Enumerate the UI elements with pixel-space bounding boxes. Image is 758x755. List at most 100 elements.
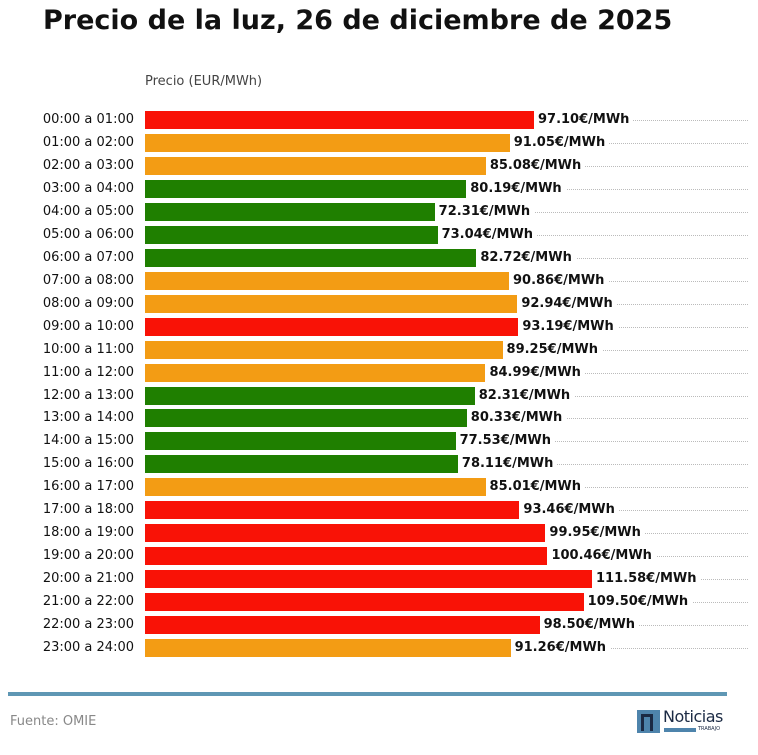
bar-row: 09:00 a 10:00 93.19€/MWh	[0, 317, 758, 336]
bar-row: 11:00 a 12:00 84.99€/MWh	[0, 363, 758, 382]
value-label: 72.31€/MWh	[434, 202, 535, 221]
logo-subtext: TRABAJO	[698, 726, 721, 732]
bar	[145, 294, 518, 313]
category-label: 15:00 a 16:00	[42, 456, 134, 472]
category-label: 13:00 a 14:00	[42, 410, 134, 426]
category-label: 23:00 a 24:00	[42, 640, 134, 656]
noticias-trabajo-logo: Noticias TRABAJO	[637, 707, 729, 735]
value-label: 97.10€/MWh	[533, 111, 634, 129]
bar	[145, 111, 534, 129]
value-label: 91.05€/MWh	[509, 133, 610, 152]
category-label: 12:00 a 13:00	[42, 387, 134, 403]
chart-title: Precio de la luz, 26 de diciembre de 202…	[43, 5, 673, 36]
bar-row: 22:00 a 23:00 98.50€/MWh	[0, 616, 758, 635]
bar-row: 05:00 a 06:00 73.04€/MWh	[0, 225, 758, 244]
bar-row: 10:00 a 11:00 89.25€/MWh	[0, 340, 758, 359]
category-label: 07:00 a 08:00	[42, 272, 134, 288]
value-label: 93.46€/MWh	[519, 501, 619, 520]
bar-row: 16:00 a 17:00 85.01€/MWh	[0, 478, 758, 497]
category-label: 22:00 a 23:00	[42, 617, 134, 633]
logo-underline	[664, 728, 696, 732]
bar	[145, 409, 467, 428]
bar	[145, 478, 486, 497]
bar	[145, 202, 435, 221]
bar	[145, 317, 519, 336]
bar	[145, 156, 486, 175]
bar-row: 14:00 a 15:00 77.53€/MWh	[0, 432, 758, 451]
category-label: 01:00 a 02:00	[42, 134, 134, 150]
bar-row: 06:00 a 07:00 82.72€/MWh	[0, 248, 758, 267]
category-label: 19:00 a 20:00	[42, 548, 134, 564]
bar-row: 03:00 a 04:00 80.19€/MWh	[0, 179, 758, 198]
category-label: 21:00 a 22:00	[42, 594, 134, 610]
bar	[145, 225, 438, 244]
bar-row: 00:00 a 01:00 97.10€/MWh	[0, 111, 758, 129]
category-label: 03:00 a 04:00	[42, 180, 134, 196]
category-label: 18:00 a 19:00	[42, 525, 134, 541]
bar	[145, 616, 540, 635]
bar-row: 13:00 a 14:00 80.33€/MWh	[0, 409, 758, 428]
bar-row: 15:00 a 16:00 78.11€/MWh	[0, 455, 758, 474]
category-label: 20:00 a 21:00	[42, 571, 134, 587]
value-label: 82.72€/MWh	[476, 248, 576, 267]
bar	[145, 271, 509, 290]
value-label: 85.01€/MWh	[485, 478, 585, 497]
bar	[145, 432, 456, 451]
category-label: 10:00 a 11:00	[42, 341, 134, 357]
bar-row: 04:00 a 05:00 72.31€/MWh	[0, 202, 758, 221]
category-label: 14:00 a 15:00	[42, 433, 134, 449]
category-label: 08:00 a 09:00	[42, 295, 134, 311]
source-text: Fuente: OMIE	[10, 714, 97, 729]
bar-row: 12:00 a 13:00 82.31€/MWh	[0, 386, 758, 405]
bar	[145, 363, 486, 382]
logo-icon	[637, 710, 660, 733]
bar	[145, 570, 592, 589]
category-label: 16:00 a 17:00	[42, 479, 134, 495]
category-label: 17:00 a 18:00	[42, 502, 134, 518]
bar-row: 17:00 a 18:00 93.46€/MWh	[0, 501, 758, 520]
bar-row: 08:00 a 09:00 92.94€/MWh	[0, 294, 758, 313]
bar-row: 02:00 a 03:00 85.08€/MWh	[0, 156, 758, 175]
value-label: 84.99€/MWh	[485, 363, 585, 382]
category-label: 11:00 a 12:00	[42, 364, 134, 380]
value-label: 91.26€/MWh	[510, 639, 611, 658]
value-label: 90.86€/MWh	[508, 271, 609, 290]
footer-divider	[8, 692, 727, 696]
category-label: 02:00 a 03:00	[42, 157, 134, 173]
bar	[145, 524, 546, 543]
value-label: 80.33€/MWh	[466, 409, 567, 428]
value-label: 82.31€/MWh	[474, 386, 575, 405]
bar	[145, 593, 584, 612]
bar	[145, 639, 511, 658]
category-label: 09:00 a 10:00	[42, 318, 134, 334]
category-label: 00:00 a 01:00	[42, 112, 134, 127]
bar-row: 20:00 a 21:00 111.58€/MWh	[0, 570, 758, 589]
value-label: 73.04€/MWh	[437, 225, 538, 244]
value-label: 77.53€/MWh	[455, 432, 556, 451]
bar	[145, 179, 467, 198]
bar	[145, 386, 475, 405]
axis-label: Precio (EUR/MWh)	[145, 74, 263, 89]
bar	[145, 340, 503, 359]
category-label: 04:00 a 05:00	[42, 203, 134, 219]
bar-row: 07:00 a 08:00 90.86€/MWh	[0, 271, 758, 290]
category-label: 05:00 a 06:00	[42, 226, 134, 242]
bar-row: 19:00 a 20:00 100.46€/MWh	[0, 547, 758, 566]
value-label: 93.19€/MWh	[518, 317, 618, 336]
value-label: 98.50€/MWh	[539, 616, 640, 635]
value-label: 92.94€/MWh	[517, 294, 617, 313]
value-label: 85.08€/MWh	[485, 156, 586, 175]
logo-text: Noticias	[663, 707, 723, 726]
value-label: 109.50€/MWh	[583, 593, 693, 612]
bar	[145, 133, 510, 152]
bar	[145, 455, 458, 474]
value-label: 99.95€/MWh	[545, 524, 645, 543]
value-label: 111.58€/MWh	[592, 570, 701, 589]
bar	[145, 248, 477, 267]
bar-row: 01:00 a 02:00 91.05€/MWh	[0, 133, 758, 152]
bar-chart: 00:00 a 01:00 97.10€/MWh 01:00 a 02:00 91.0…	[0, 111, 758, 658]
bar-row: 23:00 a 24:00 91.26€/MWh	[0, 639, 758, 658]
bar-row: 18:00 a 19:00 99.95€/MWh	[0, 524, 758, 543]
value-label: 78.11€/MWh	[457, 455, 558, 474]
bar-row: 21:00 a 22:00 109.50€/MWh	[0, 593, 758, 612]
